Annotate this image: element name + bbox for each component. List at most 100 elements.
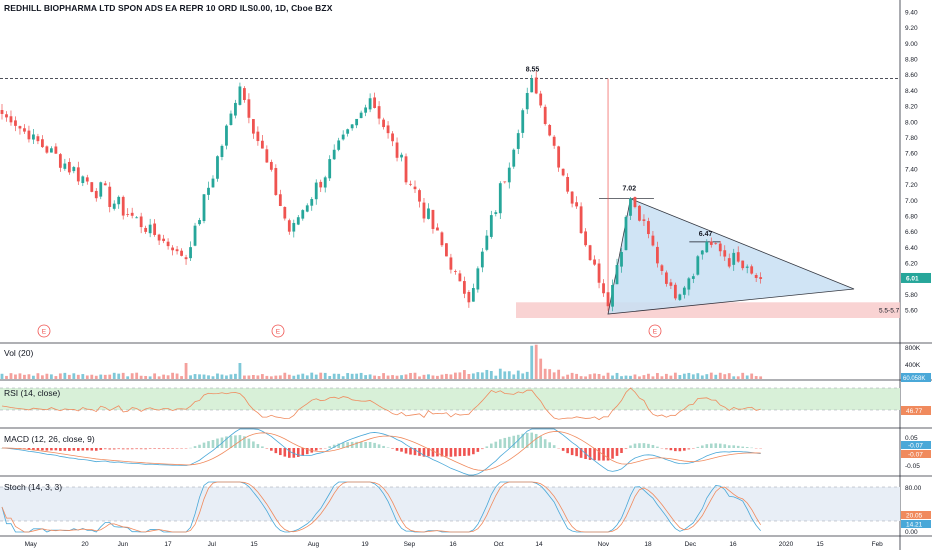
price-tick-label: 8.20 xyxy=(905,104,918,111)
volume-bar xyxy=(682,373,686,379)
volume-bar xyxy=(754,376,758,379)
candle-body xyxy=(130,212,134,216)
volume-bar xyxy=(395,375,399,379)
candle-body xyxy=(741,260,745,269)
candle-body xyxy=(404,156,408,183)
volume-bar xyxy=(651,376,655,379)
macd-histogram-bar xyxy=(135,448,138,450)
macd-histogram-bar xyxy=(90,448,94,451)
time-tick-label: 16 xyxy=(729,541,737,548)
volume-bar xyxy=(14,374,17,379)
time-tick-label: Jun xyxy=(118,541,129,548)
volume-bar xyxy=(687,372,691,379)
candle-body xyxy=(727,258,731,267)
support-zone xyxy=(516,302,900,318)
volume-bar xyxy=(139,375,143,379)
volume-bar xyxy=(386,375,390,379)
volume-bar xyxy=(454,372,457,379)
stoch-d-value: 20.05 xyxy=(906,513,923,520)
macd-histogram-bar xyxy=(234,435,237,448)
candle-body xyxy=(260,140,264,149)
price-tick-label: 8.60 xyxy=(905,72,918,79)
volume-bar xyxy=(144,375,148,379)
macd-histogram-bar xyxy=(575,448,578,457)
candle-body xyxy=(180,250,183,256)
macd-value: -0.07 xyxy=(908,443,923,450)
candle-body xyxy=(108,186,112,207)
candle-body xyxy=(207,187,210,195)
candle-body xyxy=(229,113,233,125)
time-tick-label: Feb xyxy=(872,541,884,548)
candle-body xyxy=(90,182,94,192)
macd-histogram-bar xyxy=(665,448,668,450)
macd-histogram-bar xyxy=(745,446,749,448)
vol-tick-label: 400K xyxy=(905,362,921,369)
candle-body xyxy=(247,99,251,118)
macd-histogram-bar xyxy=(687,448,691,450)
macd-histogram-bar xyxy=(404,448,408,454)
candle-body xyxy=(238,86,242,105)
time-tick-label: 18 xyxy=(644,541,652,548)
candle-body xyxy=(534,77,538,94)
macd-histogram-bar xyxy=(243,436,246,448)
macd-histogram-bar xyxy=(36,448,40,451)
volume-bar xyxy=(584,376,587,379)
stoch-tick-label: 0.00 xyxy=(905,529,918,536)
high-702-label: 7.02 xyxy=(622,186,636,193)
macd-histogram-bar xyxy=(449,448,453,457)
candle-body xyxy=(139,216,143,228)
volume-bar xyxy=(292,375,296,379)
price-tick-label: 7.20 xyxy=(905,182,918,189)
candle-body xyxy=(687,278,691,290)
macd-histogram-bar xyxy=(534,433,538,448)
macd-histogram-bar xyxy=(463,448,466,456)
candle-body xyxy=(14,120,17,126)
candle-body xyxy=(557,146,561,168)
time-tick-label: May xyxy=(25,541,38,548)
macd-histogram-bar xyxy=(454,448,457,457)
stoch-k-line xyxy=(1,481,761,533)
volume-bar xyxy=(301,373,305,379)
candle-body xyxy=(265,149,269,163)
candle-body xyxy=(714,243,718,245)
candle-body xyxy=(359,112,363,119)
macd-histogram-bar xyxy=(265,448,269,449)
macd-histogram-bar xyxy=(41,448,44,451)
volume-bar xyxy=(709,372,713,379)
candle-body xyxy=(63,163,67,169)
macd-histogram-bar xyxy=(225,436,228,448)
candle-body xyxy=(512,149,516,167)
time-tick-label: Nov xyxy=(598,541,610,548)
macd-badge xyxy=(901,441,931,449)
macd-histogram-bar xyxy=(72,448,76,451)
candle-body xyxy=(234,102,237,116)
volume-bar xyxy=(476,372,480,379)
macd-histogram-bar xyxy=(548,442,551,448)
volume-bar xyxy=(678,375,682,379)
macd-histogram-bar xyxy=(94,448,98,451)
volume-bar xyxy=(440,374,444,379)
peak-label: 8.55 xyxy=(526,67,540,74)
candle-body xyxy=(467,292,471,303)
macd-histogram-bar xyxy=(741,446,745,448)
volume-bar xyxy=(260,374,264,379)
volume-bar xyxy=(193,374,197,379)
volume-bar xyxy=(328,375,332,379)
macd-histogram-bar xyxy=(458,448,462,457)
volume-bar xyxy=(184,363,188,379)
volume-bar xyxy=(714,374,718,379)
volume-bar xyxy=(525,371,529,379)
macd-histogram-bar xyxy=(391,448,394,449)
macd-histogram-bar xyxy=(624,448,628,450)
candle-body xyxy=(664,272,668,284)
macd-histogram-bar xyxy=(328,446,332,448)
candle-body xyxy=(525,92,529,110)
candle-body xyxy=(314,182,318,200)
volume-bar xyxy=(427,374,430,379)
macd-histogram-bar xyxy=(656,446,659,448)
macd-tick-label: -0.05 xyxy=(905,463,920,470)
macd-histogram-bar xyxy=(521,433,525,448)
macd-histogram-bar xyxy=(193,446,197,448)
volume-bar xyxy=(202,374,206,379)
